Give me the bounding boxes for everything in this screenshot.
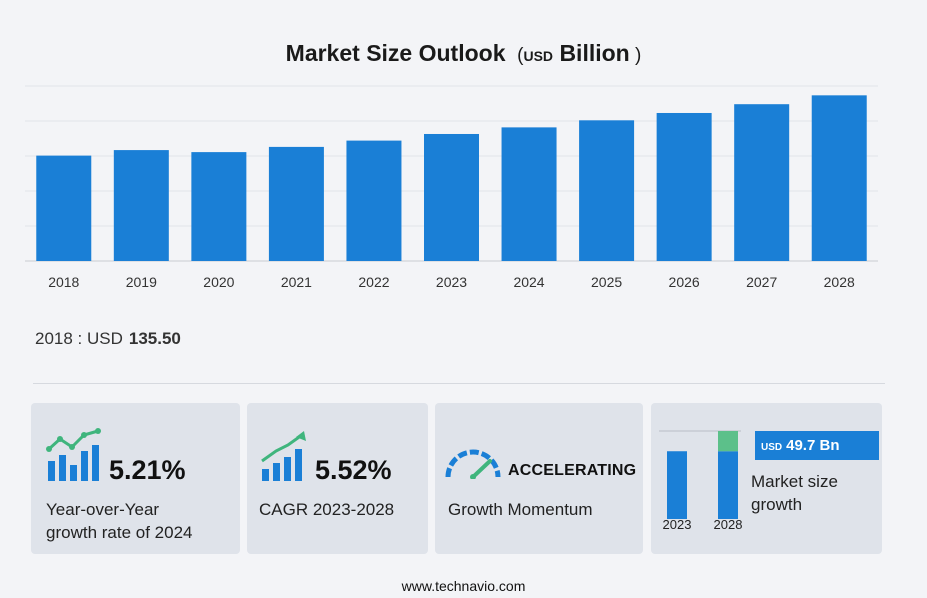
tick-label-2021: 2021 — [281, 274, 312, 290]
cagr-card: 5.52% CAGR 2023-2028 — [247, 403, 428, 554]
mini-label-start: 2023 — [663, 517, 692, 531]
momentum-card: ACCELERATING Growth Momentum — [435, 403, 643, 554]
tick-label-2028: 2028 — [824, 274, 855, 290]
mini-bar-end-growth — [718, 431, 738, 451]
tick-label-2018: 2018 — [48, 274, 79, 290]
trend-up-icon — [260, 431, 312, 483]
bar-2027 — [734, 104, 789, 261]
growth-card: 2023 2028 Market size growth — [651, 403, 882, 554]
tick-label-2027: 2027 — [746, 274, 777, 290]
cagr-value: 5.52% — [315, 455, 392, 486]
cagr-label: CAGR 2023-2028 — [259, 498, 394, 521]
tick-label-2025: 2025 — [591, 274, 622, 290]
base-year-value: 2018 : USD 135.50 — [35, 329, 181, 349]
footer-url: www.technavio.com — [0, 578, 927, 594]
momentum-value: ACCELERATING — [508, 462, 636, 480]
bar-2025 — [579, 120, 634, 261]
bar-2023 — [424, 134, 479, 261]
momentum-label: Growth Momentum — [448, 498, 593, 521]
tick-label-2024: 2024 — [513, 274, 544, 290]
mini-growth-chart: 2023 2028 — [655, 411, 745, 531]
section-divider — [33, 383, 885, 384]
bar-2021 — [269, 147, 324, 261]
bar-2024 — [502, 127, 557, 261]
mini-label-end: 2028 — [714, 517, 743, 531]
bar-2028 — [812, 95, 867, 261]
growth-chart-icon — [46, 427, 110, 485]
mini-bar-end-base — [718, 451, 738, 519]
tick-label-2020: 2020 — [203, 274, 234, 290]
yoy-value: 5.21% — [109, 455, 186, 486]
mini-bar-start — [667, 451, 687, 519]
tick-label-2026: 2026 — [669, 274, 700, 290]
bar-2020 — [191, 152, 246, 261]
bar-2019 — [114, 150, 169, 261]
growth-badge: USD 49.7 Bn — [755, 431, 879, 460]
market-size-bar-chart: 2018 2019 2020 2021 2022 2023 2024 2025 2026 2027… — [0, 0, 927, 300]
bar-2018 — [36, 156, 91, 261]
yoy-label: Year-over-Year growth rate of 2024 — [46, 498, 192, 544]
tick-label-2023: 2023 — [436, 274, 467, 290]
speedometer-icon — [444, 445, 502, 479]
growth-label: Market size growth — [751, 470, 838, 516]
bar-2026 — [657, 113, 712, 261]
tick-label-2022: 2022 — [358, 274, 389, 290]
yoy-card: 5.21% Year-over-Year growth rate of 2024 — [31, 403, 240, 554]
tick-label-2019: 2019 — [126, 274, 157, 290]
bar-2022 — [346, 141, 401, 261]
